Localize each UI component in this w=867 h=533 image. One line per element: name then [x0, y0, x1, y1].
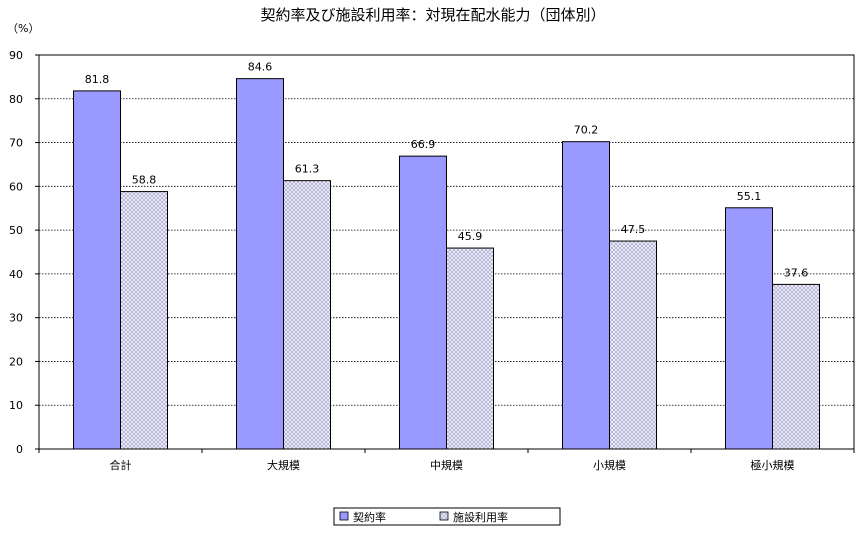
chart-title: 契約率及び施設利用率：対現在配水能力（団体別）	[260, 6, 605, 24]
legend-swatch-series-1	[339, 511, 349, 521]
y-tick-label: 10	[9, 399, 23, 412]
x-tick-label: 小規模	[593, 458, 626, 472]
data-label: 58.8	[132, 174, 157, 187]
bar-series-2	[120, 191, 168, 450]
legend-swatch-series-2	[439, 511, 449, 521]
x-tick-label: 合計	[110, 458, 132, 472]
bar-series-1	[236, 78, 284, 450]
legend: 契約率 施設利用率	[333, 507, 561, 526]
data-label: 37.6	[784, 266, 809, 279]
y-tick-label: 30	[9, 312, 23, 325]
y-tick-label: 90	[9, 49, 23, 62]
bars	[73, 78, 820, 450]
y-tick-label: 40	[9, 268, 23, 281]
bar-series-1	[73, 90, 121, 450]
y-axis-ticks: 0 10 20 30 40 50 60 70 80 90	[9, 49, 39, 456]
data-label: 45.9	[458, 230, 483, 243]
x-tick-label: 極小規模	[751, 458, 795, 472]
legend-label-series-2: 施設利用率	[453, 510, 508, 524]
data-label: 47.5	[621, 223, 646, 236]
legend-label-series-1: 契約率	[353, 510, 386, 524]
bar-series-2	[609, 240, 657, 450]
data-label: 84.6	[248, 61, 273, 74]
grid-lines	[39, 98, 854, 406]
x-tick-label: 中規模	[430, 458, 463, 472]
data-label: 70.2	[574, 124, 599, 137]
x-axis-ticks: 合計 大規模 中規模 小規模 極小規模	[38, 449, 855, 472]
y-tick-label: 80	[9, 93, 23, 106]
y-unit-label: （%）	[7, 22, 39, 35]
bar-series-2	[772, 283, 820, 450]
x-tick-label: 大規模	[267, 458, 300, 472]
bar-series-2	[283, 180, 331, 450]
y-tick-label: 0	[16, 443, 23, 456]
data-label: 81.8	[85, 73, 110, 86]
bar-series-2	[446, 247, 494, 450]
y-tick-label: 60	[9, 180, 23, 193]
data-label: 55.1	[737, 190, 762, 203]
bar-series-1	[725, 207, 773, 450]
data-labels: 81.8 58.8 84.6 61.3 66.9 45.9 70.2 47.5 55.1 37.6	[85, 61, 809, 280]
data-label: 66.9	[411, 138, 436, 151]
y-tick-label: 70	[9, 137, 23, 150]
bar-series-1	[562, 141, 610, 450]
data-label: 61.3	[295, 163, 320, 176]
y-tick-label: 20	[9, 355, 23, 368]
bar-series-1	[399, 155, 447, 450]
y-tick-label: 50	[9, 224, 23, 237]
